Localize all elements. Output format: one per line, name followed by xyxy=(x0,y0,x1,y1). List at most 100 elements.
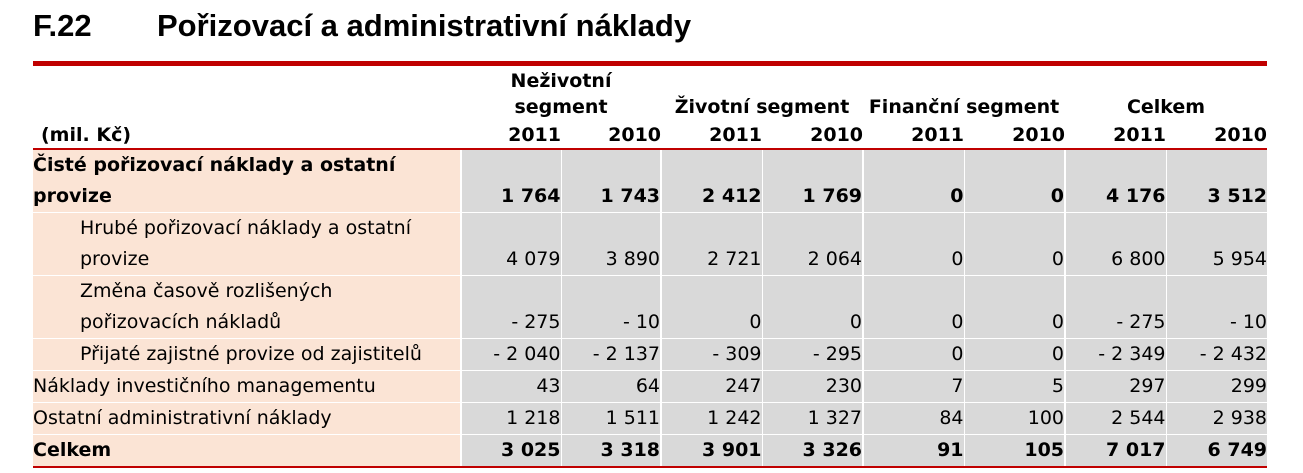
table-cell: 297 xyxy=(1064,370,1167,403)
table-cell: 7 017 xyxy=(1064,434,1167,468)
table-cell: - 275 xyxy=(1064,275,1167,339)
year-header: 2010 xyxy=(762,120,864,150)
table-cell: 3 512 xyxy=(1165,149,1268,213)
table-cell: 3 901 xyxy=(660,434,763,468)
group-header-nonlife: segment xyxy=(514,96,608,118)
year-header: 2011 xyxy=(461,120,561,150)
unit-label: (mil. Kč) xyxy=(33,120,461,150)
table-cell: 2 544 xyxy=(1064,402,1167,435)
header-group-row-2: segment Životní segment Finanční segment… xyxy=(33,94,1267,120)
table-cell: - 275 xyxy=(460,275,561,339)
year-header: 2011 xyxy=(1065,120,1167,150)
table-number: F.22 xyxy=(33,8,92,43)
table-cell: 0 xyxy=(862,212,965,276)
table-cell: 1 218 xyxy=(460,402,561,435)
row-label-line: Čisté pořizovací náklady a ostatní provi… xyxy=(33,154,396,207)
table-cell: 0 xyxy=(862,149,965,213)
group-header-total: Celkem xyxy=(1126,96,1206,118)
year-header: 2011 xyxy=(661,120,763,150)
table-cell: 3 326 xyxy=(761,434,864,468)
table-row: Změna časově rozlišených pořizovacích nák… xyxy=(33,275,1268,339)
row-label-line: pořizovacích nákladů xyxy=(80,311,282,333)
table-cell: - 2 040 xyxy=(460,338,561,371)
row-label: Hrubé pořizovací náklady a ostatní proviz… xyxy=(33,212,461,276)
row-label-line: Hrubé pořizovací náklady a ostatní xyxy=(80,217,411,239)
table-row: Přijaté zajistné provize od zajistitelů -… xyxy=(33,338,1268,371)
table-cell: 3 318 xyxy=(560,434,662,468)
table-cell: 0 xyxy=(963,149,1066,213)
year-header: 2011 xyxy=(863,120,965,150)
year-header: 2010 xyxy=(1166,120,1268,150)
group-header-life-line1 xyxy=(661,68,863,94)
table-cell: 3 890 xyxy=(560,212,662,276)
cost-table: Neživotní segment Životní segment Finanč… xyxy=(33,68,1268,468)
table-cell: 91 xyxy=(862,434,965,468)
table-cell: - 309 xyxy=(660,338,763,371)
table-title: Pořizovací a administrativní náklady xyxy=(157,8,692,43)
row-label: Ostatní administrativní náklady xyxy=(33,402,461,435)
table-cell: 1 242 xyxy=(660,402,763,435)
table-cell: 64 xyxy=(560,370,662,403)
table-cell: 2 721 xyxy=(660,212,763,276)
row-label: Čisté pořizovací náklady a ostatní provi… xyxy=(33,149,461,213)
row-label-line: Změna časově rozlišených xyxy=(80,280,333,302)
table-cell: 0 xyxy=(963,338,1066,371)
table-cell: 5 xyxy=(963,370,1066,403)
table-cell: - 2 137 xyxy=(560,338,662,371)
table-cell: 2 064 xyxy=(761,212,864,276)
table-cell: 5 954 xyxy=(1165,212,1268,276)
title-rule xyxy=(33,61,1267,66)
group-header-nonlife-line1: Neživotní xyxy=(510,70,612,92)
table-row: Náklady investičního managementu 43 64 247 2… xyxy=(33,370,1268,403)
table-row: Celkem 3 025 3 318 3 901 3 326 91 105 7 017 6 74… xyxy=(33,434,1268,468)
header-year-row: (mil. Kč) 2011 2010 2011 2010 2011 2010 … xyxy=(33,120,1268,150)
row-label-line: Ostatní administrativní náklady xyxy=(33,407,332,429)
table-cell: 247 xyxy=(660,370,763,403)
table-cell: 0 xyxy=(963,212,1066,276)
table-cell: 1 769 xyxy=(761,149,864,213)
table-cell: 43 xyxy=(460,370,561,403)
row-label: Přijaté zajistné provize od zajistitelů xyxy=(33,338,461,371)
table-cell: - 2 349 xyxy=(1064,338,1167,371)
row-label-line: Celkem xyxy=(33,439,112,461)
table-cell: 7 xyxy=(862,370,965,403)
table-cell: 0 xyxy=(862,338,965,371)
row-label-line: Náklady investičního managementu xyxy=(33,375,376,397)
group-header-life: Životní segment xyxy=(674,96,850,118)
row-label-line: provize xyxy=(80,248,150,270)
table-cell: - 295 xyxy=(761,338,864,371)
year-header: 2010 xyxy=(561,120,662,150)
table-cell: 105 xyxy=(963,434,1066,468)
year-header: 2010 xyxy=(964,120,1066,150)
table-cell: 6 749 xyxy=(1165,434,1268,468)
table-cell: 2 938 xyxy=(1165,402,1268,435)
table-cell: 1 511 xyxy=(560,402,662,435)
group-header-total-line1 xyxy=(1065,68,1267,94)
table-cell: 0 xyxy=(862,275,965,339)
table-cell: 299 xyxy=(1165,370,1268,403)
row-label: Náklady investičního managementu xyxy=(33,370,461,403)
row-label: Celkem xyxy=(33,434,461,468)
group-header-financial: Finanční segment xyxy=(868,96,1060,118)
table-cell: 100 xyxy=(963,402,1066,435)
table-cell: 230 xyxy=(761,370,864,403)
table-cell: 4 079 xyxy=(460,212,561,276)
header-group-row-1: Neživotní xyxy=(33,68,1267,94)
row-label-line: Přijaté zajistné provize od zajistitelů xyxy=(80,343,422,365)
table-cell: 1 743 xyxy=(560,149,662,213)
table-cell: 4 176 xyxy=(1064,149,1167,213)
table-cell: - 10 xyxy=(560,275,662,339)
table-cell: 3 025 xyxy=(460,434,561,468)
table-cell: 1 327 xyxy=(761,402,864,435)
table-cell: 0 xyxy=(660,275,763,339)
table-row: Ostatní administrativní náklady 1 218 1 51… xyxy=(33,402,1268,435)
table-row: Hrubé pořizovací náklady a ostatní proviz… xyxy=(33,212,1268,276)
table-cell: 0 xyxy=(963,275,1066,339)
group-header-financial-line1 xyxy=(863,68,1065,94)
table-cell: 0 xyxy=(761,275,864,339)
table-cell: 2 412 xyxy=(660,149,763,213)
table-cell: - 10 xyxy=(1165,275,1268,339)
row-label: Změna časově rozlišených pořizovacích nák… xyxy=(33,275,461,339)
table-row: Čisté pořizovací náklady a ostatní provi… xyxy=(33,149,1268,213)
table-cell: 84 xyxy=(862,402,965,435)
